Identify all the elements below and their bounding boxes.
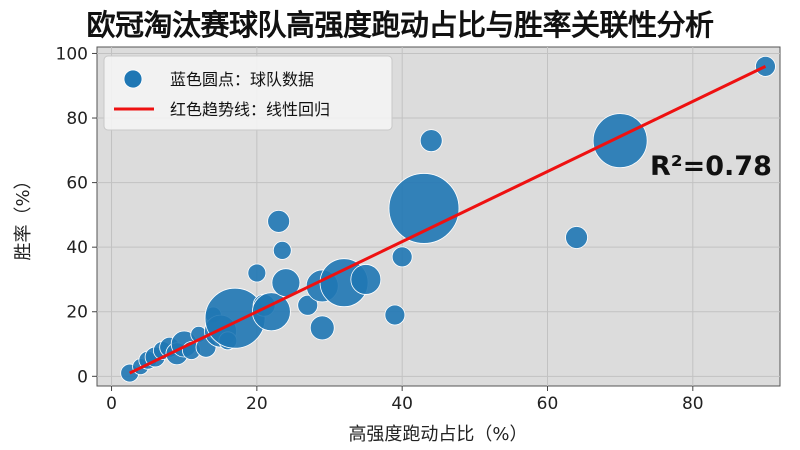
y-tick-label: 20 [66, 303, 88, 323]
trend-line [129, 65, 767, 375]
x-tick-label: 40 [391, 394, 413, 414]
data-point [272, 240, 292, 260]
tick-labels: 0 20 40 60 80 0 20 40 60 80 100 [56, 44, 704, 414]
y-tick-label: 80 [66, 109, 88, 129]
legend-label-points: 蓝色圆点：球队数据 [170, 70, 314, 89]
y-axis-title: 胜率（%） [13, 171, 34, 260]
legend-marker-points [123, 69, 143, 89]
points-layer [120, 55, 776, 383]
data-point [267, 209, 291, 233]
y-tick-label: 40 [66, 238, 88, 258]
y-tick-label: 60 [66, 174, 88, 194]
data-point [419, 129, 443, 153]
data-point [309, 315, 335, 341]
data-point [384, 304, 406, 326]
data-point [592, 113, 648, 169]
data-point [350, 264, 382, 295]
data-point [388, 173, 460, 244]
chart-title: 欧冠淘汰赛球队高强度跑动占比与胜率关联性分析 [86, 8, 714, 42]
r-squared-annotation: R²=0.78 [650, 151, 772, 182]
legend-box [103, 55, 393, 131]
data-point [565, 226, 588, 249]
y-tick-label: 0 [77, 367, 88, 387]
y-tick-label: 100 [56, 44, 88, 64]
data-point [391, 246, 413, 268]
data-point [297, 294, 319, 316]
legend-label-trend: 红色趋势线：线性回归 [170, 100, 330, 119]
x-tick-label: 0 [106, 394, 117, 414]
data-point [247, 263, 267, 283]
x-tick-label: 20 [246, 394, 268, 414]
legend: 蓝色圆点：球队数据 红色趋势线：线性回归 [103, 55, 393, 131]
x-tick-label: 60 [537, 394, 559, 414]
x-axis-title: 高强度跑动占比（%） [348, 424, 527, 445]
x-tick-label: 80 [682, 394, 704, 414]
data-point [251, 292, 291, 332]
